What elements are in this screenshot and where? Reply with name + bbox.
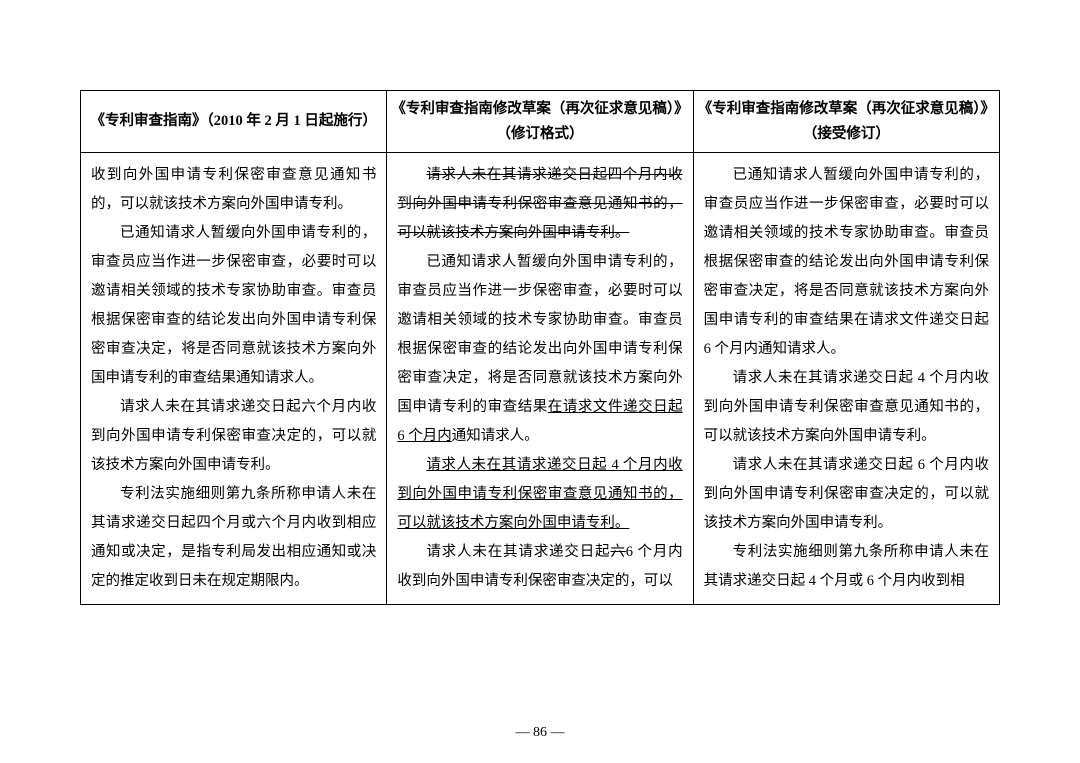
table-row: 收到向外国申请专利保密审查意见通知书的，可以就该技术方案向外国申请专利。 已通知… bbox=[81, 153, 1000, 605]
body-text: 请求人未在其请求递交日起四个月内收到向外国申请专利保密审查意见通知书的，可以就该… bbox=[397, 161, 682, 248]
body-text: 收到向外国申请专利保密审查意见通知书的，可以就该技术方案向外国申请专利。 bbox=[91, 161, 376, 219]
body-text: 已通知请求人暂缓向外国申请专利的，审查员应当作进一步保密审查，必要时可以邀请相关… bbox=[91, 219, 376, 393]
strike-text: 请求人未在其请求递交日起四个月内收到向外国申请专利保密审查意见通知书的，可以就该… bbox=[397, 167, 682, 241]
page-number: — 86 — bbox=[0, 725, 1080, 741]
body-text: 已通知请求人暂缓向外国申请专利的，审查员应当作进一步保密审查，必要时可以邀请相关… bbox=[704, 161, 989, 364]
body-text: 请求人未在其请求递交日起 6 个月内收到向外国申请专利保密审查决定的，可以就该技… bbox=[704, 451, 989, 538]
body-text: 请求人未在其请求递交日起六6 个月内收到向外国申请专利保密审查决定的，可以 bbox=[397, 538, 682, 596]
comparison-table: 《专利审查指南》（2010 年 2 月 1 日起施行） 《专利审查指南修改草案（… bbox=[80, 90, 1000, 605]
body-text: 请求人未在其请求递交日起六个月内收到向外国申请专利保密审查决定的，可以就该技术方… bbox=[91, 393, 376, 480]
header-col-2: 《专利审查指南修改草案（再次征求意见稿）》（修订格式） bbox=[387, 91, 693, 153]
body-text: 专利法实施细则第九条所称申请人未在其请求递交日起四个月或六个月内收到相应通知或决… bbox=[91, 480, 376, 596]
cell-revision-markup: 请求人未在其请求递交日起四个月内收到向外国申请专利保密审查意见通知书的，可以就该… bbox=[387, 153, 693, 605]
header-col-1: 《专利审查指南》（2010 年 2 月 1 日起施行） bbox=[81, 91, 387, 153]
body-text: 专利法实施细则第九条所称申请人未在其请求递交日起 4 个月或 6 个月内收到相 bbox=[704, 538, 989, 596]
underline-text: 请求人未在其请求递交日起 4 个月内收到向外国申请专利保密审查意见通知书的，可以… bbox=[397, 457, 682, 531]
body-text: 已通知请求人暂缓向外国申请专利的，审查员应当作进一步保密审查，必要时可以邀请相关… bbox=[397, 248, 682, 451]
body-text: 请求人未在其请求递交日起 4 个月内收到向外国申请专利保密审查意见通知书的，可以… bbox=[704, 364, 989, 451]
strike-text: 六 bbox=[610, 544, 625, 560]
cell-original: 收到向外国申请专利保密审查意见通知书的，可以就该技术方案向外国申请专利。 已通知… bbox=[81, 153, 387, 605]
body-text: 请求人未在其请求递交日起 4 个月内收到向外国申请专利保密审查意见通知书的，可以… bbox=[397, 451, 682, 538]
header-col-3: 《专利审查指南修改草案（再次征求意见稿）》（接受修订） bbox=[693, 91, 999, 153]
cell-revision-clean: 已通知请求人暂缓向外国申请专利的，审查员应当作进一步保密审查，必要时可以邀请相关… bbox=[693, 153, 999, 605]
